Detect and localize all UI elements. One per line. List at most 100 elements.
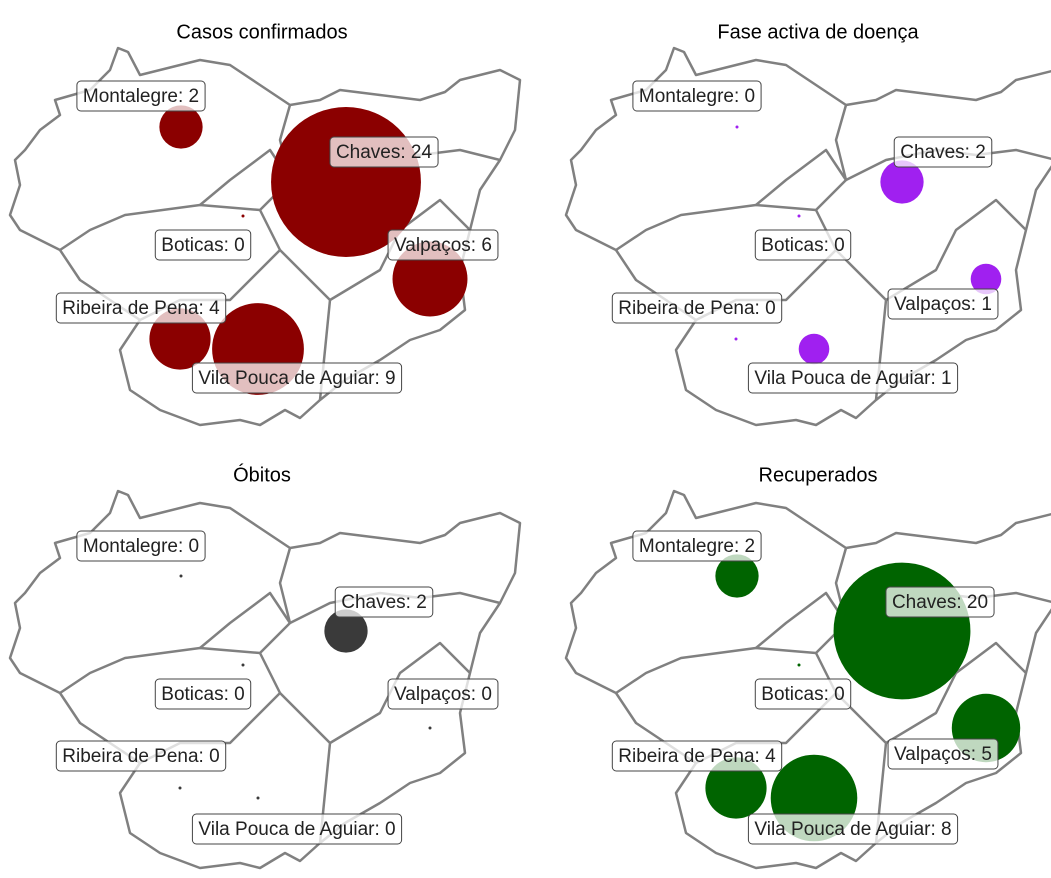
bubble xyxy=(256,796,260,800)
label-text: Ribeira de Pena: 4 xyxy=(618,746,776,767)
map-panel: Óbitos Montalegre: 0 Chaves: 2 Boticas: 0 Va… xyxy=(8,463,522,870)
region-label: Chaves: 24 xyxy=(329,136,439,168)
panel-title: Recuperados xyxy=(759,464,878,486)
label-text: Ribeira de Pena: 0 xyxy=(618,298,775,319)
label-box xyxy=(632,530,762,562)
map-panel: Recuperados Montalegre: 2 Chaves: 20 Botica… xyxy=(564,464,1051,870)
region-label: Valpaços: 1 xyxy=(887,288,999,320)
map-panel: Fase activa de doença Montalegre: 0 Chaves… xyxy=(564,21,1051,427)
region-label: Chaves: 20 xyxy=(885,586,995,618)
label-text: Valpaços: 1 xyxy=(894,294,992,315)
label-box xyxy=(154,678,252,710)
bubble xyxy=(798,333,830,365)
label-box xyxy=(55,740,227,772)
region-label: Vila Pouca de Aguiar: 1 xyxy=(747,362,959,394)
region-label: Montalegre: 2 xyxy=(632,530,762,562)
panel-title: Casos confirmados xyxy=(176,21,347,43)
label-box xyxy=(885,586,995,618)
label-text: Valpaços: 6 xyxy=(394,235,492,256)
label-box xyxy=(611,740,783,772)
region-label: Ribeira de Pena: 0 xyxy=(611,292,783,324)
label-text: Chaves: 2 xyxy=(341,592,427,613)
label-text: Boticas: 0 xyxy=(161,684,244,705)
bubble xyxy=(178,786,182,790)
label-text: Boticas: 0 xyxy=(161,235,244,256)
panel-title: Óbitos xyxy=(233,463,291,486)
label-box xyxy=(387,229,499,261)
region-label: Vila Pouca de Aguiar: 0 xyxy=(191,813,403,845)
region-label: Valpaços: 5 xyxy=(887,738,999,770)
label-box xyxy=(747,362,959,394)
region-label: Ribeira de Pena: 4 xyxy=(55,292,227,324)
region-label: Boticas: 0 xyxy=(154,678,252,710)
region-label: Chaves: 2 xyxy=(893,136,993,168)
label-box xyxy=(55,292,227,324)
label-box xyxy=(191,813,403,845)
label-box xyxy=(329,136,439,168)
label-text: Montalegre: 0 xyxy=(83,536,199,557)
region-label: Montalegre: 2 xyxy=(76,80,206,112)
label-box xyxy=(632,80,762,112)
label-text: Montalegre: 2 xyxy=(639,536,755,557)
label-box xyxy=(611,292,783,324)
panel-title: Fase activa de doença xyxy=(717,21,919,43)
map-panel: Casos confirmados Montalegre: 2 Chaves: 24… xyxy=(8,21,522,427)
bubble xyxy=(833,562,971,700)
bubble xyxy=(324,609,368,653)
label-text: Boticas: 0 xyxy=(761,235,844,256)
bubble xyxy=(705,757,767,819)
label-box xyxy=(754,229,852,261)
label-text: Chaves: 24 xyxy=(336,142,433,163)
region-label: Ribeira de Pena: 0 xyxy=(55,740,227,772)
label-box xyxy=(76,530,206,562)
region-label: Boticas: 0 xyxy=(154,229,252,261)
bubble xyxy=(428,726,432,730)
region-label: Ribeira de Pena: 4 xyxy=(611,740,783,772)
bubble xyxy=(241,663,245,667)
bubble xyxy=(149,308,211,370)
region-label: Vila Pouca de Aguiar: 8 xyxy=(747,813,959,845)
label-text: Chaves: 2 xyxy=(900,142,986,163)
label-text: Ribeira de Pena: 4 xyxy=(62,298,220,319)
region-label: Montalegre: 0 xyxy=(76,530,206,562)
bubble xyxy=(880,160,924,204)
region-label: Boticas: 0 xyxy=(754,678,852,710)
bubble xyxy=(797,663,801,667)
label-text: Montalegre: 0 xyxy=(639,86,755,107)
region-label: Valpaços: 6 xyxy=(387,229,499,261)
label-box xyxy=(387,678,499,710)
label-box xyxy=(747,813,959,845)
bubble xyxy=(970,263,1002,295)
label-box xyxy=(334,586,434,618)
label-text: Valpaços: 5 xyxy=(894,744,992,765)
label-text: Vila Pouca de Aguiar: 9 xyxy=(198,368,395,389)
label-text: Montalegre: 2 xyxy=(83,86,199,107)
label-box xyxy=(154,229,252,261)
label-text: Vila Pouca de Aguiar: 8 xyxy=(754,819,951,840)
bubble xyxy=(715,554,759,598)
label-text: Vila Pouca de Aguiar: 1 xyxy=(754,368,951,389)
bubble xyxy=(241,214,245,218)
bubble xyxy=(734,337,738,341)
region-label: Valpaços: 0 xyxy=(387,678,499,710)
label-text: Vila Pouca de Aguiar: 0 xyxy=(198,819,395,840)
label-box xyxy=(76,80,206,112)
label-box xyxy=(887,738,999,770)
region-label: Chaves: 2 xyxy=(334,586,434,618)
label-text: Boticas: 0 xyxy=(761,684,844,705)
bubble xyxy=(735,125,739,129)
bubble xyxy=(797,214,801,218)
region-label: Montalegre: 0 xyxy=(632,80,762,112)
region-label: Boticas: 0 xyxy=(754,229,852,261)
region-label: Vila Pouca de Aguiar: 9 xyxy=(191,362,403,394)
label-box xyxy=(754,678,852,710)
bubble xyxy=(159,105,203,149)
label-text: Ribeira de Pena: 0 xyxy=(62,746,219,767)
label-box xyxy=(893,136,993,168)
label-text: Chaves: 20 xyxy=(892,592,988,613)
label-box xyxy=(887,288,999,320)
label-box xyxy=(191,362,403,394)
bubble xyxy=(179,574,183,578)
label-text: Valpaços: 0 xyxy=(394,684,492,705)
